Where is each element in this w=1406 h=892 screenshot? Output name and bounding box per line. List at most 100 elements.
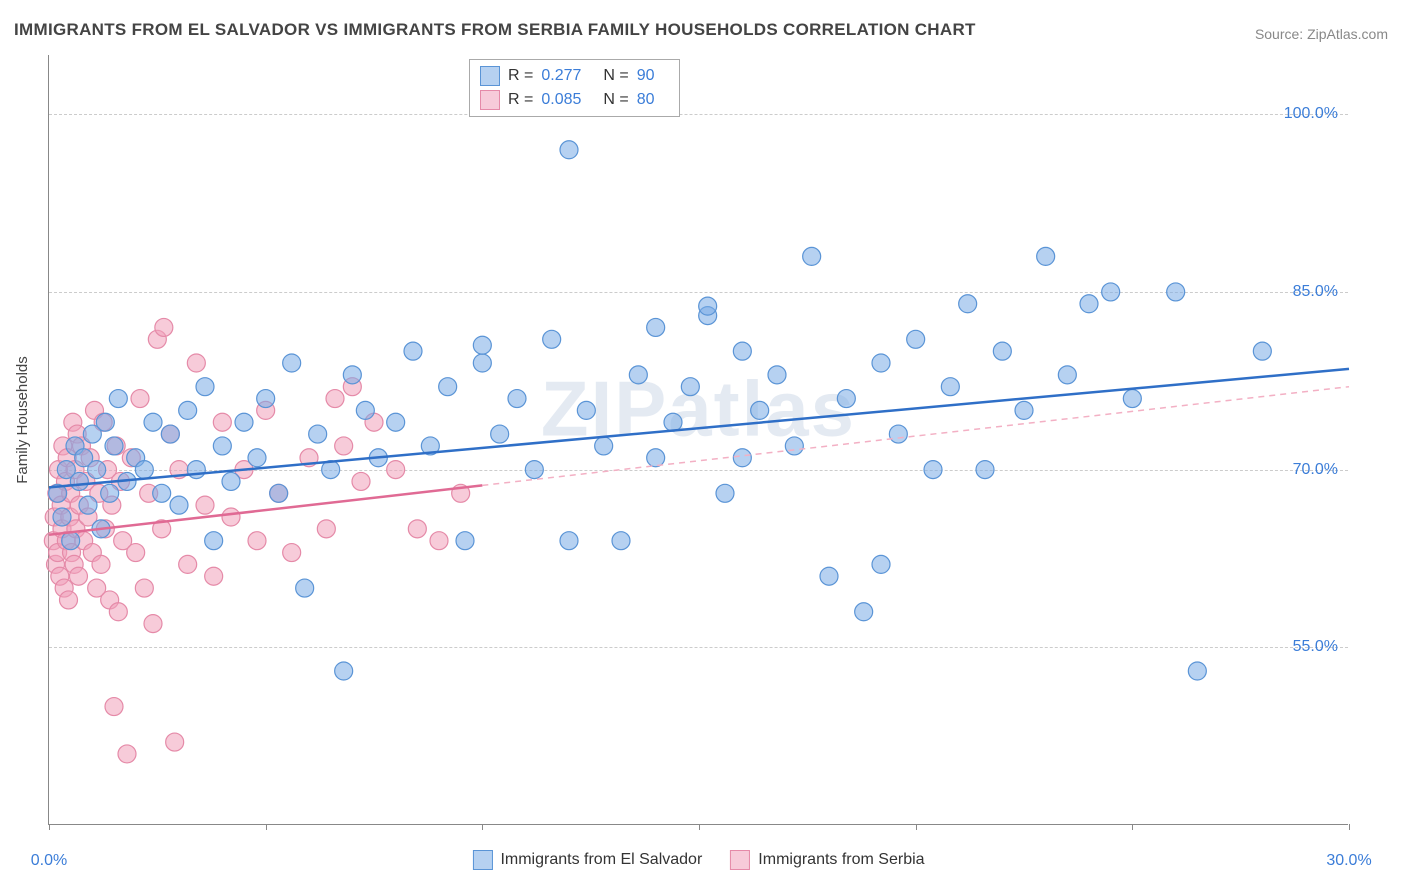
scatter-point [352, 472, 370, 490]
scatter-point [127, 544, 145, 562]
scatter-point [785, 437, 803, 455]
scatter-plot-svg [49, 55, 1348, 824]
scatter-point [105, 437, 123, 455]
scatter-point [855, 603, 873, 621]
legend-label-1: Immigrants from Serbia [758, 851, 924, 869]
r-label: R = [508, 88, 533, 112]
scatter-point [1123, 390, 1141, 408]
scatter-point [681, 378, 699, 396]
scatter-point [161, 425, 179, 443]
scatter-point [404, 342, 422, 360]
scatter-point [60, 591, 78, 609]
n-value-1: 80 [637, 88, 655, 112]
scatter-point [79, 496, 97, 514]
scatter-point [270, 484, 288, 502]
scatter-point [153, 484, 171, 502]
scatter-point [335, 437, 353, 455]
scatter-point [508, 390, 526, 408]
scatter-point [1253, 342, 1271, 360]
scatter-point [109, 603, 127, 621]
scatter-point [491, 425, 509, 443]
scatter-point [456, 532, 474, 550]
stat-row-series-1: R = 0.085 N = 80 [480, 88, 669, 112]
x-tick-label: 30.0% [1326, 852, 1371, 870]
scatter-point [560, 532, 578, 550]
scatter-point [205, 532, 223, 550]
x-tick-label: 0.0% [31, 852, 67, 870]
scatter-point [595, 437, 613, 455]
scatter-point [473, 336, 491, 354]
scatter-point [135, 461, 153, 479]
source-label: Source: ZipAtlas.com [1255, 26, 1388, 42]
scatter-point [907, 330, 925, 348]
scatter-point [387, 461, 405, 479]
scatter-point [872, 354, 890, 372]
scatter-point [118, 745, 136, 763]
scatter-point [924, 461, 942, 479]
scatter-point [439, 378, 457, 396]
scatter-point [751, 401, 769, 419]
x-tick [49, 824, 50, 830]
scatter-point [155, 318, 173, 336]
scatter-point [837, 390, 855, 408]
scatter-point [733, 342, 751, 360]
scatter-point [959, 295, 977, 313]
scatter-point [69, 567, 87, 585]
stat-row-series-0: R = 0.277 N = 90 [480, 64, 669, 88]
scatter-point [543, 330, 561, 348]
scatter-point [222, 508, 240, 526]
scatter-point [53, 508, 71, 526]
legend-swatch-0 [472, 850, 492, 870]
scatter-point [283, 354, 301, 372]
scatter-point [309, 425, 327, 443]
x-tick [699, 824, 700, 830]
scatter-point [647, 318, 665, 336]
scatter-point [283, 544, 301, 562]
legend-swatch-1 [730, 850, 750, 870]
y-axis-label: Family Households [14, 356, 31, 484]
x-tick [266, 824, 267, 830]
scatter-point [170, 496, 188, 514]
scatter-point [699, 297, 717, 315]
scatter-point [131, 390, 149, 408]
correlation-stat-box: R = 0.277 N = 90 R = 0.085 N = 80 [469, 59, 680, 117]
y-tick-label: 100.0% [1284, 105, 1338, 123]
scatter-point [326, 390, 344, 408]
legend-item-1: Immigrants from Serbia [730, 850, 924, 870]
x-tick [1349, 824, 1350, 830]
scatter-point [205, 567, 223, 585]
scatter-point [1015, 401, 1033, 419]
y-tick-label: 85.0% [1293, 283, 1338, 301]
chart-title: IMMIGRANTS FROM EL SALVADOR VS IMMIGRANT… [14, 20, 976, 40]
scatter-point [144, 413, 162, 431]
scatter-point [109, 390, 127, 408]
scatter-point [101, 484, 119, 502]
scatter-point [179, 401, 197, 419]
x-tick [482, 824, 483, 830]
swatch-series-1 [480, 90, 500, 110]
scatter-point [213, 413, 231, 431]
n-value-0: 90 [637, 64, 655, 88]
scatter-point [187, 354, 205, 372]
scatter-point [577, 401, 595, 419]
scatter-point [70, 472, 88, 490]
scatter-point [257, 390, 275, 408]
bottom-legend: Immigrants from El Salvador Immigrants f… [472, 850, 924, 870]
scatter-point [647, 449, 665, 467]
scatter-point [196, 378, 214, 396]
scatter-point [1102, 283, 1120, 301]
scatter-point [473, 354, 491, 372]
scatter-point [222, 472, 240, 490]
scatter-point [733, 449, 751, 467]
scatter-point [248, 449, 266, 467]
scatter-point [803, 247, 821, 265]
legend-label-0: Immigrants from El Salvador [500, 851, 702, 869]
scatter-point [612, 532, 630, 550]
scatter-point [525, 461, 543, 479]
scatter-point [941, 378, 959, 396]
scatter-point [1058, 366, 1076, 384]
scatter-point [993, 342, 1011, 360]
scatter-point [387, 413, 405, 431]
scatter-point [430, 532, 448, 550]
scatter-point [629, 366, 647, 384]
